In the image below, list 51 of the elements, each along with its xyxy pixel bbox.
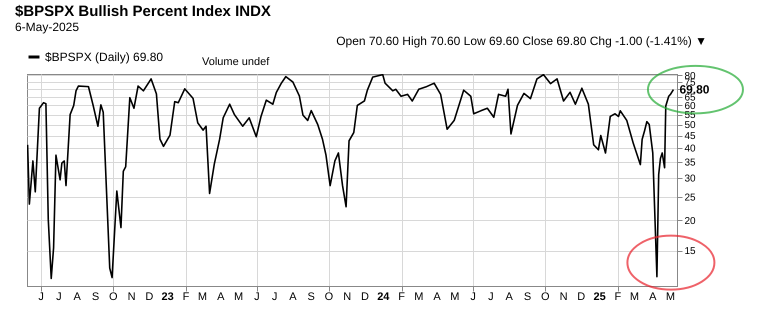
x-tick-label: J xyxy=(254,291,260,303)
x-tick-label: M xyxy=(414,291,424,303)
y-tick-label: 35 xyxy=(684,157,696,168)
x-tick-label: M xyxy=(234,291,244,303)
x-tick-label: A xyxy=(649,291,658,303)
x-tick-label: M xyxy=(450,291,460,303)
x-tick-label: F xyxy=(398,291,406,303)
x-tick-label: D xyxy=(577,291,586,303)
x-tick-label: J xyxy=(56,291,62,303)
x-tick-label: J xyxy=(488,291,494,303)
text: Open 70.60 High 70.60 Low 69.60 Close 69.80 Chg -1.00 (-1.41%) ▼ xyxy=(336,34,707,48)
x-tick-label: M xyxy=(666,291,676,303)
text: Volume undef xyxy=(202,56,270,68)
x-tick-label: 24 xyxy=(377,291,390,303)
x-tick-label: S xyxy=(308,291,315,303)
legend-label: $BPSPX (Daily) 69.80 xyxy=(45,50,164,64)
x-tick-label: M xyxy=(198,291,208,303)
x-tick-label: 25 xyxy=(593,291,606,303)
y-tick-label: 20 xyxy=(684,216,696,227)
x-tick-label: 23 xyxy=(162,291,174,303)
y-tick-label: 40 xyxy=(684,143,696,154)
x-tick-label: A xyxy=(217,291,226,303)
x-tick-label: J xyxy=(38,291,44,303)
y-tick-label: 60 xyxy=(684,100,696,112)
chart-subtitle: 6-May-2025 xyxy=(15,20,80,34)
line-series xyxy=(27,74,674,280)
x-tick-label: F xyxy=(614,291,622,303)
x-tick-label: J xyxy=(272,291,278,303)
x-tick-label: S xyxy=(524,291,532,303)
x-tick-label: A xyxy=(74,291,82,303)
x-tick-label: A xyxy=(506,291,514,303)
x-tick-label: A xyxy=(433,291,442,303)
x-tick-label: J xyxy=(470,291,476,303)
x-tick-label: O xyxy=(324,291,334,303)
x-tick-label: S xyxy=(92,291,100,303)
x-tick-label: A xyxy=(289,291,298,303)
y-tick-label: 45 xyxy=(684,131,696,142)
x-tick-label: F xyxy=(182,291,190,303)
x-tick-label: N xyxy=(343,291,352,303)
y-tick-label: 30 xyxy=(684,174,696,185)
x-tick-label: O xyxy=(108,291,118,303)
y-tick-label: 15 xyxy=(684,246,696,258)
x-tick-label: M xyxy=(630,291,640,303)
x-tick-label: N xyxy=(128,291,136,303)
chart-title: $BPSPX Bullish Percent Index INDX xyxy=(15,3,271,20)
x-tick-label: D xyxy=(145,291,154,303)
x-tick-label: N xyxy=(560,291,568,303)
y-tick-label: 50 xyxy=(684,120,696,132)
y-tick-label: 25 xyxy=(684,192,696,204)
x-tick-label: D xyxy=(361,291,370,303)
x-tick-label: O xyxy=(540,291,550,303)
